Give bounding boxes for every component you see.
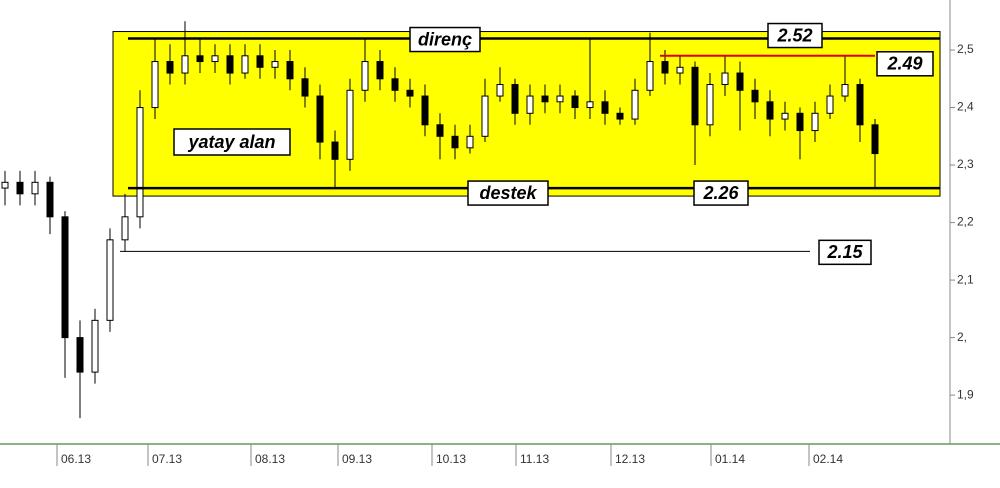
- candle-body: [571, 95, 579, 109]
- candle-body: [841, 84, 849, 97]
- candle-body: [601, 101, 609, 114]
- level-value: 2.26: [702, 183, 739, 203]
- candle-body: [736, 72, 744, 91]
- level-value: 2.15: [826, 242, 863, 262]
- y-tick-label: 2,: [957, 330, 967, 344]
- y-tick-label: 2,1: [957, 272, 974, 286]
- candle-body: [661, 61, 669, 74]
- candle-body: [316, 95, 324, 143]
- candle-body: [721, 72, 729, 86]
- candle-body: [181, 55, 189, 74]
- candle-body: [526, 95, 534, 114]
- candle-body: [556, 95, 564, 103]
- candle-body: [481, 95, 489, 137]
- label-box: [409, 26, 481, 53]
- candle-body: [496, 84, 504, 97]
- candle-body: [211, 55, 219, 63]
- zone-label-box: yatay alan: [173, 128, 291, 156]
- x-tick-label: 06.13: [61, 452, 91, 466]
- candle-body: [676, 66, 684, 74]
- candle-body: [766, 101, 774, 120]
- candle-body: [691, 66, 699, 126]
- candle-body: [121, 216, 129, 241]
- candle-body: [811, 112, 819, 132]
- candle-body: [1, 181, 9, 189]
- plot-layer: [1, 21, 879, 419]
- candle-body: [106, 239, 114, 321]
- candle-body: [91, 319, 99, 373]
- candle-body: [151, 61, 159, 109]
- candle-body: [241, 55, 249, 74]
- level-value: 2.52: [776, 25, 812, 45]
- candle-body: [76, 337, 84, 373]
- candle-body: [751, 89, 759, 103]
- level-value-box: 2.52: [767, 22, 823, 49]
- label-box: [876, 51, 934, 77]
- level-value-box: 2.49: [876, 51, 934, 77]
- x-tick-label: 09.13: [342, 452, 372, 466]
- candle-body: [856, 84, 864, 126]
- candle-body: [421, 95, 429, 126]
- candle-body: [466, 135, 474, 149]
- candle-body: [331, 141, 339, 160]
- y-tick-label: 2,4: [957, 100, 974, 114]
- candle-body: [376, 61, 384, 80]
- x-tick-label: 02.14: [813, 452, 843, 466]
- candle-body: [16, 181, 24, 195]
- candle-body: [301, 78, 309, 97]
- candle-body: [346, 89, 354, 160]
- label-box: [467, 180, 549, 206]
- label-box: [818, 239, 872, 266]
- candle-body: [826, 95, 834, 114]
- x-tick-label: 07.13: [152, 452, 182, 466]
- candle-body: [196, 55, 204, 63]
- x-tick-label: 12.13: [615, 452, 645, 466]
- candle-body: [61, 216, 69, 339]
- candle-body: [781, 112, 789, 120]
- y-tick-label: 1,9: [957, 387, 974, 401]
- y-tick-label: 2,3: [957, 157, 974, 171]
- candle-body: [511, 84, 519, 114]
- candle-body: [406, 89, 414, 97]
- zone-label: yatay alan: [187, 132, 275, 152]
- y-tick-label: 2,2: [957, 215, 974, 229]
- candle-body: [46, 181, 54, 218]
- candle-body: [31, 181, 39, 195]
- candle-body: [586, 101, 594, 109]
- candle-body: [646, 61, 654, 91]
- candle-body: [136, 107, 144, 218]
- x-tick-label: 11.13: [520, 452, 549, 466]
- candle-body: [871, 124, 879, 155]
- x-tick-label: 10.13: [436, 452, 466, 466]
- candle-body: [616, 112, 624, 120]
- level-name-box: destek: [467, 180, 549, 206]
- level-value-box: 2.15: [818, 239, 872, 266]
- candle-body: [286, 61, 294, 80]
- label-box: [767, 22, 823, 49]
- candle-body: [436, 124, 444, 137]
- candle-body: [391, 78, 399, 91]
- candle-body: [541, 95, 549, 103]
- label-box: [173, 128, 291, 156]
- y-tick-label: 2,5: [957, 42, 974, 56]
- candle-body: [166, 61, 174, 74]
- candle-body: [706, 84, 714, 126]
- label-box: [693, 180, 749, 206]
- candle-body: [271, 61, 279, 68]
- level-name-box: direnç: [409, 26, 481, 53]
- candle-body: [451, 135, 459, 149]
- candle-body: [226, 55, 234, 74]
- level-value-box: 2.26: [693, 180, 749, 206]
- candle-body: [361, 61, 369, 91]
- candle-body: [631, 89, 639, 120]
- candle-body: [796, 112, 804, 132]
- level-value: 2.49: [886, 54, 922, 74]
- annotation-layer: direnç 2.52 2.49 destek 2.26 2.15 yatay alan: [120, 22, 940, 266]
- x-tick-label: 08.13: [255, 452, 285, 466]
- level-name: direnç: [418, 29, 472, 49]
- x-tick-label: 01.14: [715, 452, 745, 466]
- candle-body: [256, 55, 264, 68]
- level-name: destek: [479, 183, 537, 203]
